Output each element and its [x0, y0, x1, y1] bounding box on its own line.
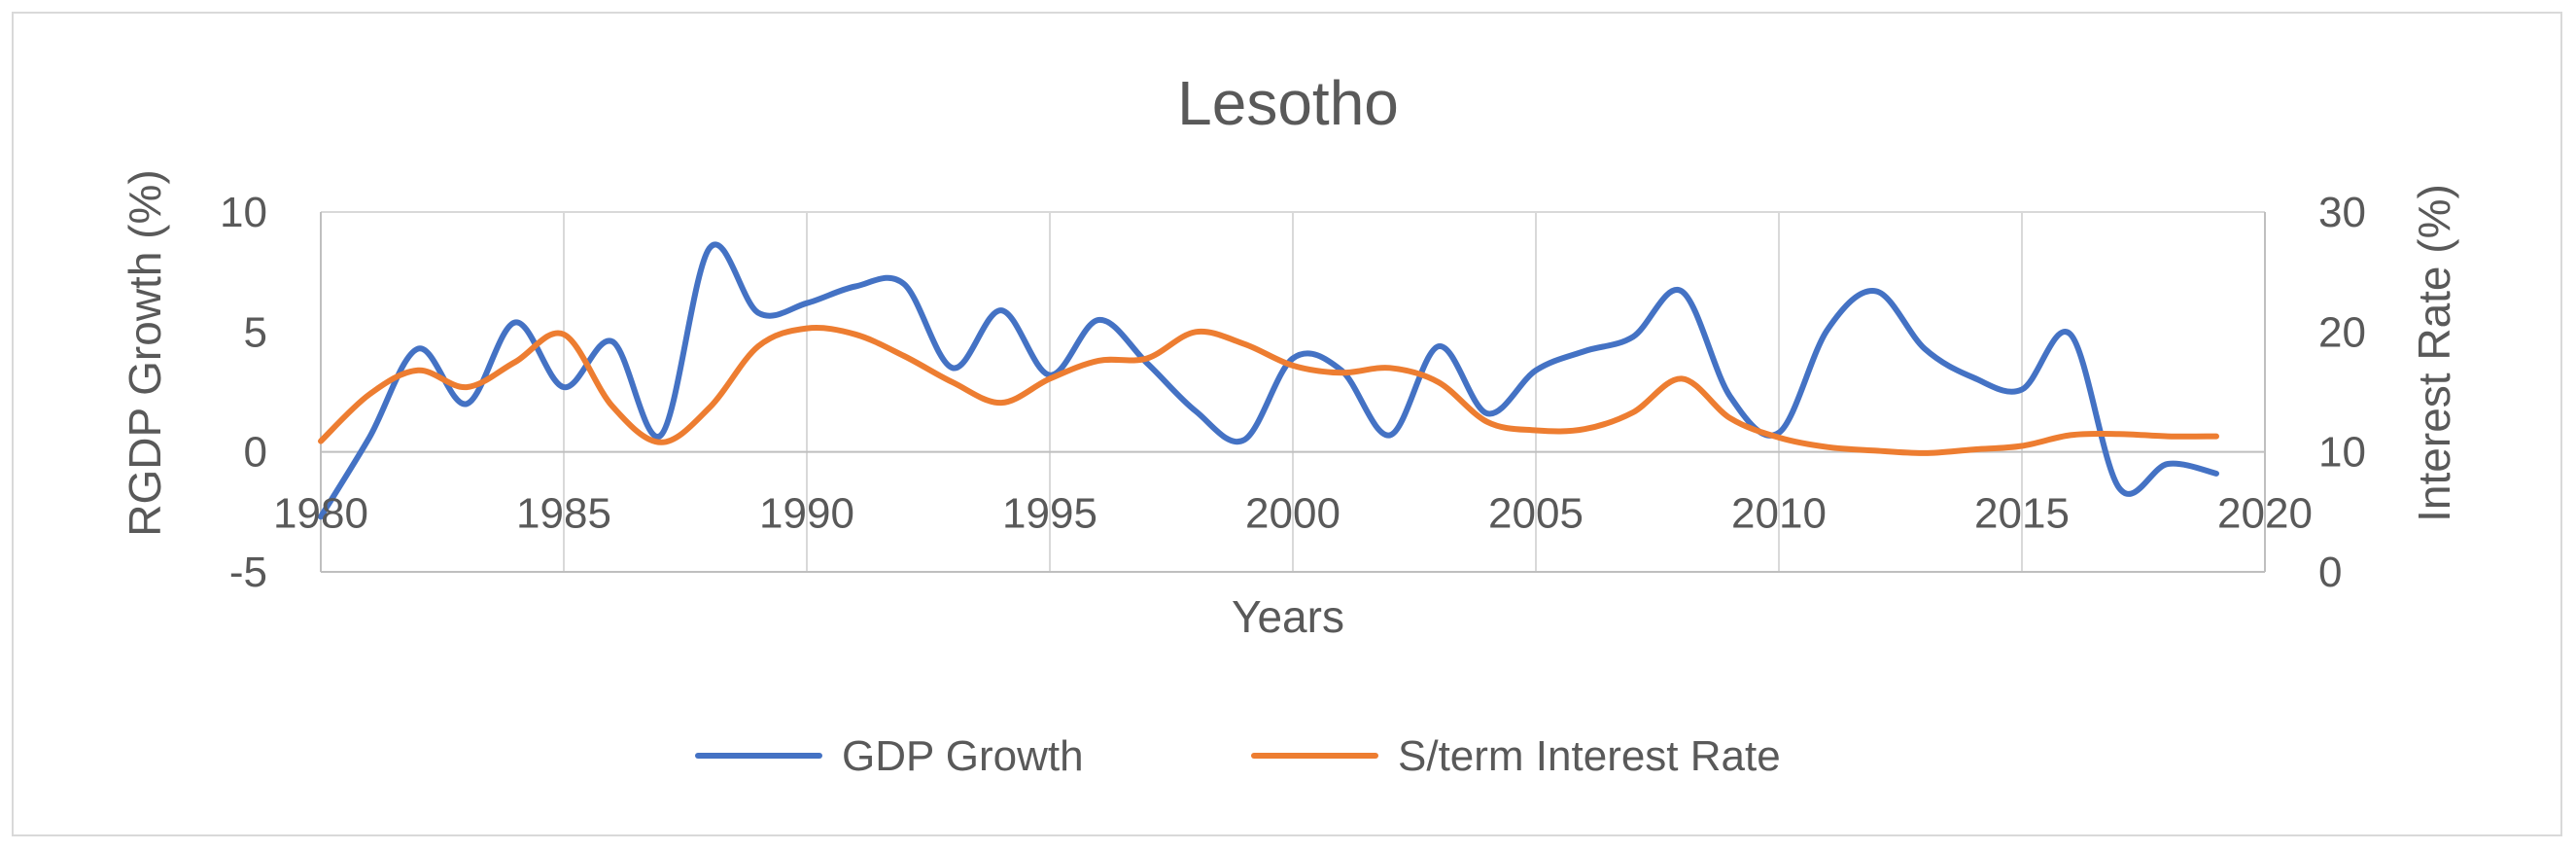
x-tick-2005: 2005	[1488, 490, 1584, 538]
series-line-gdp-growth	[318, 241, 2219, 520]
y-axis-right-title: Interest Rate (%)	[2409, 184, 2459, 522]
y-left-tick-0: 0	[244, 429, 267, 477]
legend-item-gdp-growth: GDP Growth	[695, 732, 1084, 780]
legend-label-s-term-interest-rate: S/term Interest Rate	[1398, 732, 1781, 780]
y-right-tick-0: 0	[2318, 549, 2342, 596]
chart-title: Lesotho	[1177, 68, 1399, 138]
legend-label-gdp-growth: GDP Growth	[842, 732, 1084, 780]
chart-frame	[12, 12, 2562, 836]
series-line-s-term-interest-rate	[318, 325, 2219, 456]
series-layer	[318, 241, 2219, 520]
x-tick-1995: 1995	[1002, 490, 1097, 538]
y-right-tick-20: 20	[2318, 308, 2366, 356]
x-tick-2010: 2010	[1731, 490, 1827, 538]
y-axis-left-title: RGDP Growth (%)	[120, 169, 170, 536]
y-left-tick--5: -5	[229, 549, 267, 596]
x-tick-1985: 1985	[516, 490, 611, 538]
x-axis-title: Years	[1232, 591, 1344, 642]
legend-item-s-term-interest-rate: S/term Interest Rate	[1251, 732, 1781, 780]
y-right-tick-10: 10	[2318, 429, 2366, 477]
x-tick-2020: 2020	[2217, 490, 2313, 538]
legend: GDP Growth S/term Interest Rate	[695, 732, 1781, 780]
x-tick-1980: 1980	[273, 490, 368, 538]
x-tick-2015: 2015	[1974, 490, 2070, 538]
tick-labels: 1980 1985 1990 1995 2000 2005 2010 2015 2020-505…	[220, 189, 2366, 596]
x-tick-1990: 1990	[759, 490, 854, 538]
x-tick-2000: 2000	[1245, 490, 1340, 538]
y-right-tick-30: 30	[2318, 189, 2366, 236]
y-left-tick-10: 10	[220, 189, 267, 236]
y-left-tick-5: 5	[244, 308, 267, 356]
